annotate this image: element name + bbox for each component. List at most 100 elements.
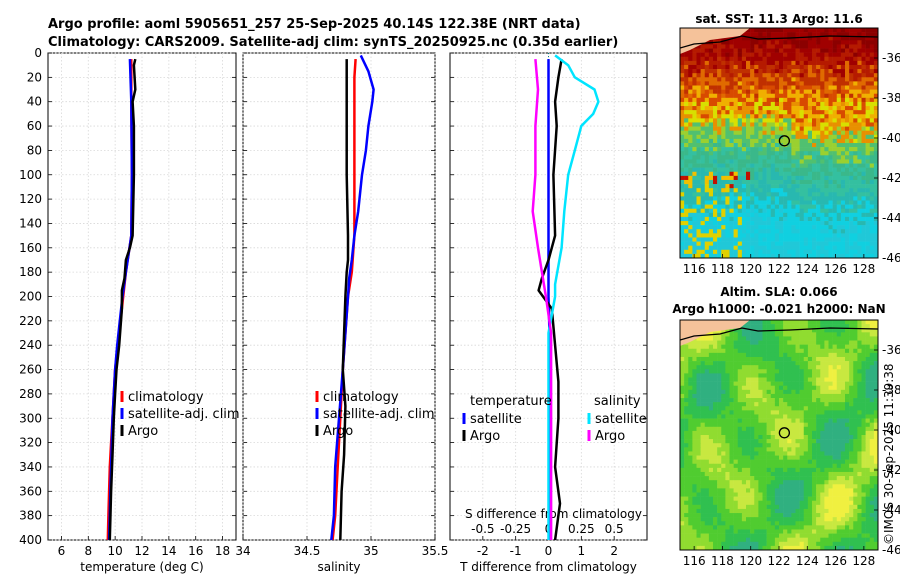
map-cell [869,430,875,436]
map-cell [680,221,685,226]
map-cell [787,56,792,62]
map-cell [787,134,792,140]
map-cell [692,134,697,140]
map-cell [787,93,792,99]
map-cell [762,381,767,387]
map-cell [795,147,800,152]
map-cell [812,101,817,107]
map-cell [783,463,788,469]
map-cell [820,328,825,333]
map-cell [725,89,730,95]
map-cell [828,200,833,205]
map-cell [717,60,722,66]
map-cell [816,40,821,45]
map-cell [729,93,734,99]
map-cell [733,406,739,411]
map-cell [754,114,759,119]
map-cell [845,352,850,358]
map-cell [766,200,772,205]
map-cell [680,233,685,238]
map-cell [758,402,763,407]
map-cell [725,188,730,193]
map-cell [750,159,755,164]
map-cell [799,439,805,444]
map-cell [791,155,796,160]
map-cell [787,163,792,168]
map-cell [737,196,743,201]
map-cell [700,93,706,99]
map-cell [779,208,784,214]
map-cell [700,159,706,164]
map-cell [795,52,800,58]
map-cell [795,361,800,366]
map-cell [684,471,689,477]
map-cell [746,221,751,226]
map-cell [774,151,780,156]
map-cell [766,455,772,460]
map-cell [750,126,755,131]
map-cell [812,40,817,45]
map-cell [828,89,833,95]
map-cell [766,463,772,469]
map-cell [869,69,875,74]
map-cell [758,171,763,177]
map-cell [869,410,875,415]
map-cell [684,179,689,185]
map-cell [865,171,871,177]
map-cell [746,406,751,411]
map-cell [853,365,858,370]
map-cell [787,151,792,156]
map-cell [758,159,763,164]
map-cell [853,126,858,131]
map-cell [758,114,763,119]
map-cell [779,126,784,131]
map-cell [725,467,730,473]
map-cell [783,430,788,436]
map-cell [865,134,871,140]
map-cell [708,204,714,210]
map-cell [725,426,730,432]
map-cell [770,414,776,419]
map-cell [737,184,743,189]
map-cell [737,332,743,337]
map-cell [824,216,829,222]
map-cell [680,118,685,123]
map-cell [849,200,854,205]
map-cell [816,422,821,428]
map-cell [849,85,854,90]
map-cell [857,163,862,168]
map-cell [836,344,842,350]
map-cell [737,373,743,378]
y-tick-label: 280 [19,387,42,401]
map-cell [733,430,739,436]
map-cell [708,455,714,460]
map-cell [857,122,862,127]
map-cell [688,443,693,448]
map-cell [713,77,718,82]
map-cell [791,406,796,411]
map-cell [820,393,825,399]
map-cell [708,348,714,354]
map-cell [849,463,854,469]
map-cell [737,101,743,107]
map-cell [820,381,825,387]
map-cell [824,221,829,226]
map-cell [869,200,875,205]
map-cell [783,93,788,99]
map-cell [857,451,862,456]
map-cell [725,184,730,189]
map-cell [783,64,788,70]
map-cell [873,459,878,465]
map-cell [680,60,685,66]
map-cell [779,110,784,115]
map-cell [725,393,730,399]
map-cell [725,332,730,337]
map-cell [812,60,817,66]
map-cell [832,93,838,99]
map-cell [849,352,854,358]
map-cell [696,64,701,70]
map-cell [865,237,871,242]
map-cell [729,81,734,86]
map-cell [766,237,772,242]
map-cell [853,36,858,41]
